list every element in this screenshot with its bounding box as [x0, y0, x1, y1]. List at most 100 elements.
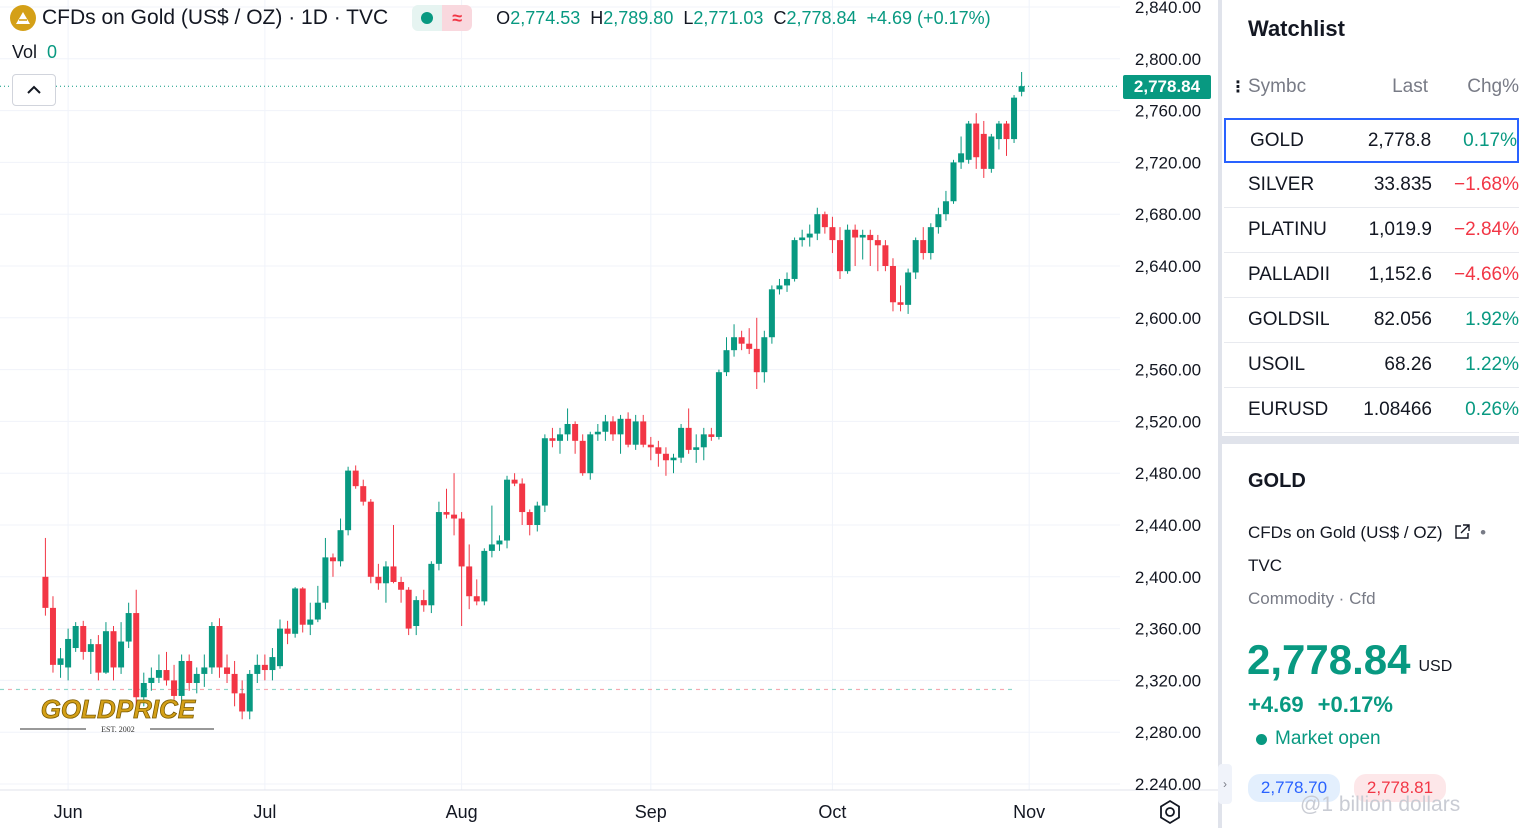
- candle-body: [753, 348, 760, 373]
- candle: [1003, 120, 1010, 156]
- right-panel: [1218, 0, 1519, 828]
- settings-gear-icon[interactable]: [1156, 798, 1184, 826]
- candle: [352, 465, 359, 489]
- candle-body: [564, 423, 571, 435]
- row-change: −1.68%: [1454, 174, 1519, 195]
- candle-body: [768, 289, 775, 338]
- candle-body: [345, 470, 352, 531]
- candle: [693, 434, 700, 463]
- price-chart[interactable]: 2,840.00 2,800.00 2,760.00 2,720.00 2,680.00…: [0, 0, 1218, 828]
- candle-body: [405, 589, 412, 629]
- drag-handle-icon[interactable]: ⋮: [1230, 79, 1246, 96]
- candle-body: [920, 240, 927, 254]
- candle: [791, 237, 798, 282]
- col-last[interactable]: Last: [1392, 76, 1428, 97]
- open-value: 2,774.53: [510, 7, 581, 28]
- details-symbol[interactable]: GOLD: [1248, 470, 1306, 492]
- candle: [784, 272, 791, 292]
- external-link-icon[interactable]: [1453, 523, 1471, 541]
- close-key: C: [773, 7, 787, 28]
- candle: [655, 440, 662, 467]
- col-symbol[interactable]: Symbc: [1248, 76, 1307, 97]
- candle-body: [473, 596, 480, 602]
- panel-collapse-handle[interactable]: ›: [1218, 764, 1232, 804]
- candle: [299, 587, 306, 633]
- low-value: 2,771.03: [693, 7, 764, 28]
- candle: [526, 509, 533, 536]
- candle: [367, 499, 374, 584]
- candle-body: [844, 229, 851, 272]
- market-status-text: Market open: [1275, 728, 1381, 749]
- candle: [814, 207, 821, 241]
- candle: [504, 475, 511, 549]
- candle-body: [231, 673, 238, 694]
- y-tick-label: 2,320.00: [1135, 671, 1201, 690]
- candle-body: [382, 566, 389, 584]
- candle: [511, 473, 518, 487]
- candle-body: [534, 505, 541, 525]
- market-status: Market open: [1256, 728, 1381, 750]
- time-axis[interactable]: Jun Jul Aug Sep Oct Nov: [54, 802, 1046, 822]
- watchlist-row[interactable]: USOIL 68.26 1.22%: [1224, 343, 1519, 388]
- candle-body: [246, 673, 253, 712]
- candle: [519, 478, 526, 525]
- candle-body: [125, 613, 132, 642]
- candle-body: [314, 602, 321, 620]
- price-axis[interactable]: 2,840.00 2,800.00 2,760.00 2,720.00 2,680.00…: [1135, 0, 1201, 794]
- candle-body: [625, 418, 632, 445]
- watchlist-rows: GOLD 2,778.8 0.17% SILVER 33.835 −1.68% PLAT…: [1224, 118, 1519, 433]
- candle: [178, 654, 185, 703]
- candle-body: [451, 514, 458, 519]
- details-currency: USD: [1418, 658, 1453, 675]
- candle-body: [617, 418, 624, 435]
- candle-body: [186, 660, 193, 683]
- watchlist-row[interactable]: GOLDSIL' 82.056 1.92%: [1224, 298, 1519, 343]
- candle: [776, 278, 783, 295]
- ask-price[interactable]: 2,778.81: [1354, 774, 1446, 802]
- candle-body: [488, 544, 495, 551]
- market-status-pill[interactable]: ≈: [412, 5, 473, 31]
- watchlist-row[interactable]: SILVER 33.835 −1.68%: [1224, 163, 1519, 208]
- candle-body: [481, 550, 488, 602]
- watermark-text: @1 billion dollars: [1300, 793, 1461, 816]
- candle-body: [715, 372, 722, 437]
- watchlist-row[interactable]: PALLADII 1,152.6 −4.66%: [1224, 253, 1519, 298]
- indicator-wave-icon: ≈: [442, 5, 473, 31]
- chart-area[interactable]: 2,840.00 2,800.00 2,760.00 2,720.00 2,680.00…: [0, 0, 1218, 828]
- y-tick-label: 2,720.00: [1135, 153, 1201, 172]
- watchlist-title[interactable]: Watchlist: [1248, 16, 1345, 41]
- candle-body: [950, 162, 957, 202]
- row-symbol: GOLD: [1250, 129, 1304, 151]
- close-value: 2,778.84: [786, 7, 857, 28]
- candle: [579, 434, 586, 476]
- candle: [731, 324, 738, 357]
- watchlist-row[interactable]: GOLD 2,778.8 0.17%: [1224, 118, 1519, 163]
- watchlist-row[interactable]: PLATINU 1,019.9 −2.84%: [1224, 208, 1519, 253]
- candle-body: [504, 479, 511, 541]
- candle: [337, 518, 344, 567]
- bid-price[interactable]: 2,778.70: [1248, 774, 1340, 802]
- candle: [254, 654, 261, 683]
- candle-body: [723, 350, 730, 373]
- candle: [715, 369, 722, 440]
- watchlist-row[interactable]: EURUSD 1.08466 0.26%: [1224, 388, 1519, 433]
- candle: [640, 414, 647, 448]
- candle: [958, 136, 965, 169]
- candle: [496, 535, 503, 551]
- candle-body: [118, 641, 125, 668]
- y-tick-label: 2,800.00: [1135, 50, 1201, 69]
- candle-body: [678, 427, 685, 458]
- candle: [988, 133, 995, 173]
- candle: [723, 337, 730, 377]
- details-name: CFDs on Gold (US$ / OZ) •: [1248, 523, 1487, 542]
- collapse-legend-button[interactable]: [12, 74, 56, 106]
- col-change[interactable]: Chg%: [1467, 76, 1519, 97]
- candle: [973, 113, 980, 169]
- x-tick-label: Oct: [818, 802, 846, 822]
- symbol-title[interactable]: CFDs on Gold (US$ / OZ) · 1D · TVC: [42, 6, 389, 29]
- candle: [87, 638, 94, 674]
- details-name-text: CFDs on Gold (US$ / OZ): [1248, 523, 1443, 542]
- candle-body: [269, 657, 276, 671]
- candle: [549, 427, 556, 448]
- gold-symbol-icon[interactable]: [10, 5, 36, 31]
